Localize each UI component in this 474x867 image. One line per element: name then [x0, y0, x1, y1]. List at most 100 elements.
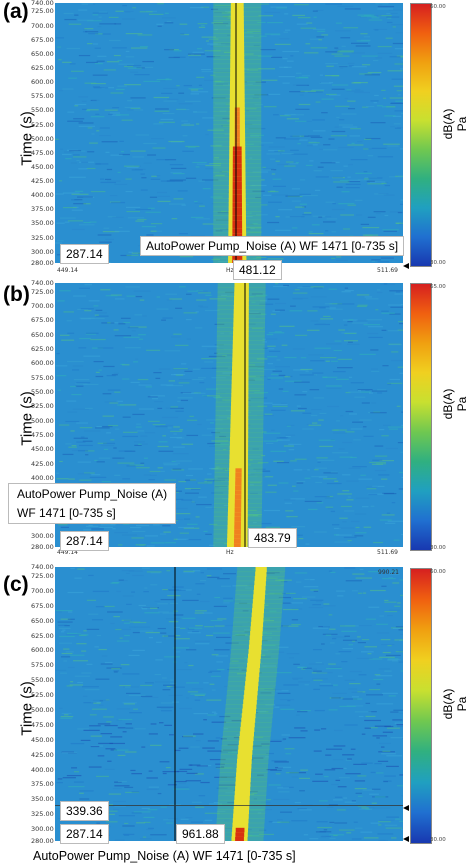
- ytick-label: 625.00: [31, 64, 54, 72]
- ytick-label: 650.00: [31, 330, 54, 339]
- colorbar-a: [410, 3, 432, 267]
- ytick-label: 725.00: [31, 571, 54, 580]
- ytick-label: 425.00: [31, 750, 54, 759]
- ytick-label: 600.00: [31, 359, 54, 368]
- time-marker-c2: [403, 836, 409, 842]
- ytick-label: 280.00: [31, 259, 54, 267]
- series-label-b: AutoPower Pump_Noise (A) WF 1471 [0-735 …: [8, 483, 177, 524]
- ytick-label: 500.00: [31, 416, 54, 425]
- ytick-label: 350.00: [31, 219, 54, 228]
- colorbar-max-a: 60.00: [430, 4, 446, 10]
- ytick-label: 450.00: [31, 735, 54, 744]
- colorbar-min-a: 30.00: [430, 260, 446, 266]
- ytick-label: 625.00: [31, 345, 54, 353]
- colorbar-db-b: dB(A): [441, 388, 455, 420]
- ytick-label: 740.00: [31, 563, 54, 571]
- colorbar-min-b: 30.00: [430, 545, 446, 551]
- xtick-max-b: 511.69: [377, 549, 398, 556]
- colorbar-label-a: dB(A) Pa: [441, 94, 469, 154]
- ytick-label: 550.00: [31, 106, 54, 115]
- ytick-label: 525.00: [31, 120, 54, 129]
- xtick-max-c: 990.21: [378, 569, 399, 576]
- panel-label-c: (c): [3, 573, 29, 596]
- ytick-label: 740.00: [31, 0, 54, 7]
- ytick-label: 700.00: [31, 21, 54, 30]
- ytick-label: 650.00: [31, 616, 54, 625]
- colorbar-min-c: 30.00: [430, 837, 446, 843]
- ytick-label: 525.00: [31, 402, 54, 411]
- panel-label-a: (a): [3, 0, 29, 23]
- ytick-label: 450.00: [31, 162, 54, 171]
- colorbar-c: [410, 568, 432, 844]
- ytick-label: 575.00: [31, 92, 54, 101]
- ytick-label: 475.00: [31, 720, 54, 729]
- colorbar-b: [410, 283, 432, 551]
- ytick-label: 725.00: [31, 7, 54, 16]
- ytick-label: 475.00: [31, 431, 54, 440]
- ytick-label: 675.00: [31, 601, 54, 610]
- ytick-label: 675.00: [31, 316, 54, 325]
- ytick-label: 350.00: [31, 795, 54, 804]
- series-label-b-line2: WF 1471 [0-735 s]: [17, 506, 116, 520]
- ridge-series: [228, 3, 247, 263]
- ytick-label: 300.00: [31, 247, 54, 256]
- ytick-label: 300.00: [31, 531, 54, 540]
- xtick-unit-b: Hz: [226, 549, 234, 556]
- colorbar-unit-b: Pa: [455, 396, 469, 412]
- colorbar-max-c: 60.00: [430, 569, 446, 575]
- ytick-label: 740.00: [31, 279, 54, 287]
- cursor-time-2-c: 339.36: [60, 801, 109, 821]
- cursor-time-a: 287.14: [60, 244, 109, 264]
- colorbar-db-c: dB(A): [441, 688, 455, 720]
- ytick-label: 425.00: [31, 459, 54, 468]
- ytick-label: 400.00: [31, 765, 54, 774]
- ytick-label: 550.00: [31, 676, 54, 685]
- cursor-freq-b: 483.79: [248, 528, 297, 548]
- ytick-label: 280.00: [31, 837, 54, 845]
- ytick-label: 650.00: [31, 49, 54, 58]
- ytick-label: 575.00: [31, 661, 54, 670]
- colorbar-db-a: dB(A): [441, 108, 455, 140]
- cursor-freq-c: 961.88: [176, 824, 225, 844]
- ytick-label: 700.00: [31, 301, 54, 310]
- ytick-label: 550.00: [31, 388, 54, 397]
- ridge-series: [226, 283, 249, 547]
- spectrogram-c: [55, 567, 403, 841]
- ridge-series: [231, 567, 267, 841]
- ytick-label: 675.00: [31, 35, 54, 44]
- ytick-label: 375.00: [31, 205, 54, 214]
- cursor-freq-a: 481.12: [233, 260, 282, 280]
- ytick-label: 325.00: [31, 810, 54, 819]
- ytick-label: 400.00: [31, 474, 54, 483]
- ytick-label: 475.00: [31, 148, 54, 157]
- ytick-label: 575.00: [31, 373, 54, 382]
- colorbar-max-b: 65.00: [430, 284, 446, 290]
- colorbar-unit-c: Pa: [455, 696, 469, 712]
- ytick-label: 600.00: [31, 646, 54, 655]
- panel-label-b: (b): [3, 283, 30, 306]
- spectrogram-background: [55, 567, 403, 841]
- ytick-label: 375.00: [31, 780, 54, 789]
- xtick-unit-a: Hz: [226, 267, 234, 274]
- xtick-max-a: 511.69: [377, 267, 398, 274]
- time-marker-c1: [403, 805, 409, 811]
- ytick-label: 425.00: [31, 177, 54, 186]
- cursor-time-c: 287.14: [60, 824, 109, 844]
- ytick-label: 400.00: [31, 191, 54, 200]
- series-label-b-line1: AutoPower Pump_Noise (A): [17, 487, 168, 501]
- ytick-label: 700.00: [31, 586, 54, 595]
- ytick-label: 500.00: [31, 705, 54, 714]
- ytick-label: 600.00: [31, 78, 54, 87]
- colorbar-unit-a: Pa: [455, 116, 469, 132]
- colorbar-label-c: dB(A) Pa: [441, 674, 469, 734]
- colorbar-label-b: dB(A) Pa: [441, 374, 469, 434]
- series-label-c: AutoPower Pump_Noise (A) WF 1471 [0-735 …: [33, 849, 296, 863]
- ytick-label: 300.00: [31, 825, 54, 834]
- ytick-label: 625.00: [31, 631, 54, 640]
- ytick-label: 525.00: [31, 691, 54, 700]
- xtick-min-a: 449.14: [57, 267, 78, 274]
- ytick-label: 280.00: [31, 543, 54, 551]
- time-marker-a: [403, 263, 409, 269]
- spectrogram-a: [55, 3, 403, 263]
- ytick-label: 450.00: [31, 445, 54, 454]
